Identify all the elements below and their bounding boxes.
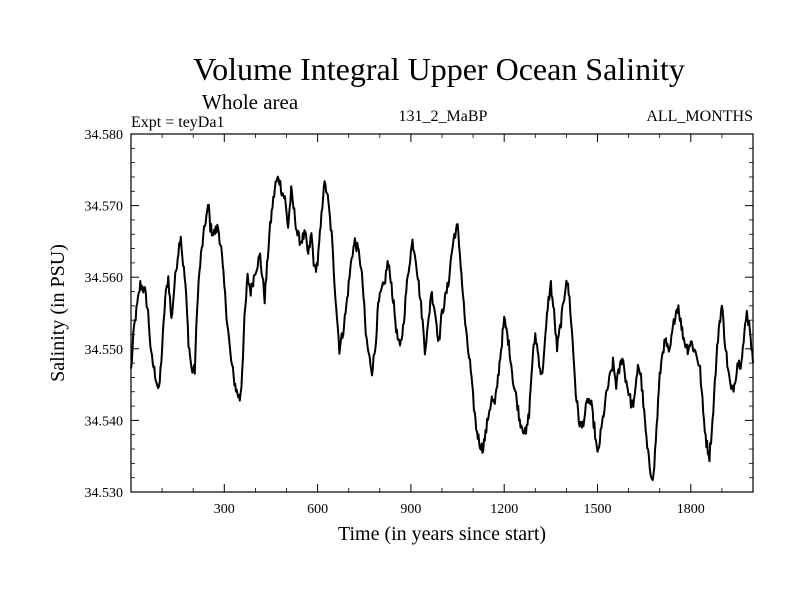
- y-tick-label: 34.550: [85, 343, 124, 358]
- y-tick-label: 34.580: [85, 128, 124, 143]
- x-tick-label: 1800: [677, 502, 705, 517]
- x-axis-ticks: 300 600 900 1200 1500 1800: [161, 134, 723, 517]
- salinity-series-line: [130, 175, 754, 482]
- y-axis-label: Salinity (in PSU): [47, 244, 69, 382]
- x-tick-label: 1200: [490, 502, 518, 517]
- chart-title: Volume Integral Upper Ocean Salinity: [193, 51, 685, 87]
- plot-frame: [130, 133, 754, 493]
- y-axis-ticks: 34.530 34.540 34.550 34.560 34.570 34.580: [85, 128, 753, 501]
- months-label: ALL_MONTHS: [646, 108, 753, 125]
- y-tick-label: 34.530: [85, 486, 124, 501]
- x-tick-label: 300: [214, 502, 235, 517]
- x-axis-label: Time (in years since start): [338, 523, 546, 545]
- run-label: 131_2_MaBP: [399, 108, 488, 125]
- y-tick-label: 34.570: [85, 200, 124, 215]
- experiment-label: Expt = teyDa1: [131, 114, 224, 131]
- x-tick-label: 1500: [584, 502, 612, 517]
- x-tick-label: 600: [307, 502, 328, 517]
- y-tick-label: 34.560: [85, 271, 124, 286]
- y-tick-label: 34.540: [85, 414, 124, 429]
- x-tick-label: 900: [400, 502, 421, 517]
- chart-subtitle: Whole area: [202, 90, 299, 114]
